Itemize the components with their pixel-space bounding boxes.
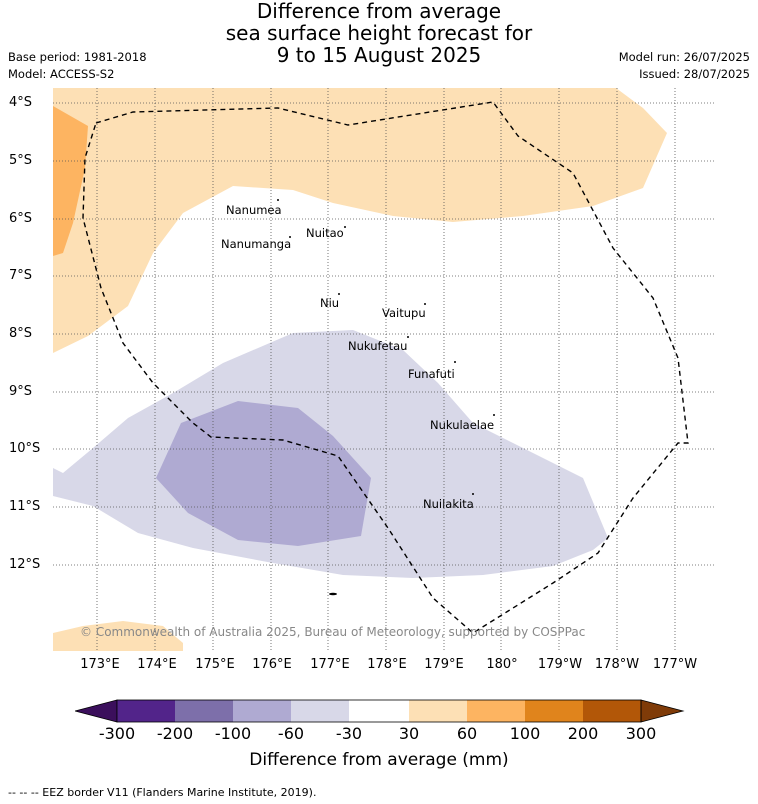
colorbar-tick: -100 bbox=[214, 724, 252, 743]
map-title: Difference from average sea surface heig… bbox=[0, 0, 758, 66]
lon-label: 179°E bbox=[424, 657, 464, 672]
lat-label: 12°S bbox=[9, 557, 41, 572]
title-line-3: 9 to 15 August 2025 bbox=[276, 43, 482, 67]
island-label-nuilakita: Nuilakita bbox=[423, 497, 474, 511]
copyright-notice: © Commonwealth of Australia 2025, Bureau… bbox=[80, 625, 586, 639]
island-label-nuitao: Nuitao bbox=[306, 226, 344, 240]
title-line-1: Difference from average bbox=[256, 0, 502, 23]
lon-label: 175°E bbox=[195, 657, 235, 672]
base-period: Base period: 1981-2018 bbox=[8, 50, 147, 64]
island-label-niu: Niu bbox=[320, 296, 340, 310]
colorbar-tick: 30 bbox=[398, 724, 420, 743]
positive-anomaly-region bbox=[53, 88, 667, 353]
lon-label: 177°W bbox=[652, 657, 698, 672]
island-markers bbox=[277, 199, 495, 596]
island-label-nanumanga: Nanumanga bbox=[221, 237, 292, 251]
lat-label: 11°S bbox=[9, 499, 41, 514]
island-label-nanumea: Nanumea bbox=[226, 203, 282, 217]
island-label-nukufetau: Nukufetau bbox=[348, 339, 408, 353]
lon-label: 179°W bbox=[537, 657, 583, 672]
lat-label: 8°S bbox=[9, 326, 33, 341]
colorbar-swatch bbox=[409, 700, 467, 722]
map-panel bbox=[53, 88, 714, 651]
lon-label: 177°E bbox=[310, 657, 350, 672]
issued-date: Issued: 28/07/2025 bbox=[639, 67, 750, 81]
colorbar-tick: 300 bbox=[625, 724, 657, 743]
lon-label: 178°E bbox=[367, 657, 407, 672]
meta-right: Model run: 26/07/2025 Issued: 28/07/2025 bbox=[619, 49, 750, 83]
colorbar-swatch bbox=[175, 700, 233, 722]
lat-label: 10°S bbox=[9, 441, 41, 456]
model-name: Model: ACCESS-S2 bbox=[8, 67, 115, 81]
eez-border bbox=[82, 101, 689, 634]
lon-label: 173°E bbox=[80, 657, 120, 672]
lon-label: 180° bbox=[486, 657, 518, 672]
colorbar-tick: 200 bbox=[567, 724, 599, 743]
negative-anomaly-core bbox=[156, 401, 371, 546]
colorbar-extend-high bbox=[640, 699, 685, 723]
lat-label: 6°S bbox=[9, 211, 33, 226]
lon-label: 176°E bbox=[252, 657, 292, 672]
lat-label: 5°S bbox=[9, 153, 33, 168]
colorbar-swatch bbox=[525, 700, 583, 722]
positive-anomaly-core bbox=[53, 106, 88, 256]
colorbar bbox=[75, 699, 685, 723]
colorbar-swatch bbox=[583, 700, 641, 722]
model-run: Model run: 26/07/2025 bbox=[618, 50, 750, 64]
colorbar-extend-low bbox=[75, 699, 118, 723]
lat-label: 9°S bbox=[9, 384, 33, 399]
island-label-nukulaelae: Nukulaelae bbox=[430, 418, 495, 432]
colorbar-tick: -30 bbox=[335, 724, 363, 743]
colorbar-swatch bbox=[117, 700, 175, 722]
colorbar-tick: 60 bbox=[456, 724, 478, 743]
colorbar-tick: -300 bbox=[98, 724, 136, 743]
colorbar-title: Difference from average (mm) bbox=[249, 750, 509, 770]
lon-label: 178°W bbox=[594, 657, 640, 672]
title-line-2: sea surface height forecast for bbox=[225, 21, 533, 45]
eez-legend-note: -- -- -- EEZ border V11 (Flanders Marine… bbox=[8, 786, 317, 799]
colorbar-tick: -200 bbox=[156, 724, 194, 743]
colorbar-swatch bbox=[349, 700, 409, 722]
island-label-vaitupu: Vaitupu bbox=[382, 306, 426, 320]
lat-label: 7°S bbox=[9, 268, 33, 283]
grid-lines bbox=[53, 88, 714, 651]
colorbar-swatch bbox=[291, 700, 349, 722]
lon-label: 174°E bbox=[137, 657, 177, 672]
map-svg bbox=[53, 88, 714, 651]
island-label-funafuti: Funafuti bbox=[408, 367, 455, 381]
colorbar-tick: 100 bbox=[509, 724, 541, 743]
colorbar-swatch bbox=[467, 700, 525, 722]
colorbar-tick: -60 bbox=[277, 724, 305, 743]
meta-left: Base period: 1981-2018 Model: ACCESS-S2 bbox=[8, 49, 147, 83]
colorbar-swatch bbox=[233, 700, 291, 722]
positive-anomaly-south bbox=[53, 621, 183, 651]
lat-label: 4°S bbox=[9, 95, 33, 110]
